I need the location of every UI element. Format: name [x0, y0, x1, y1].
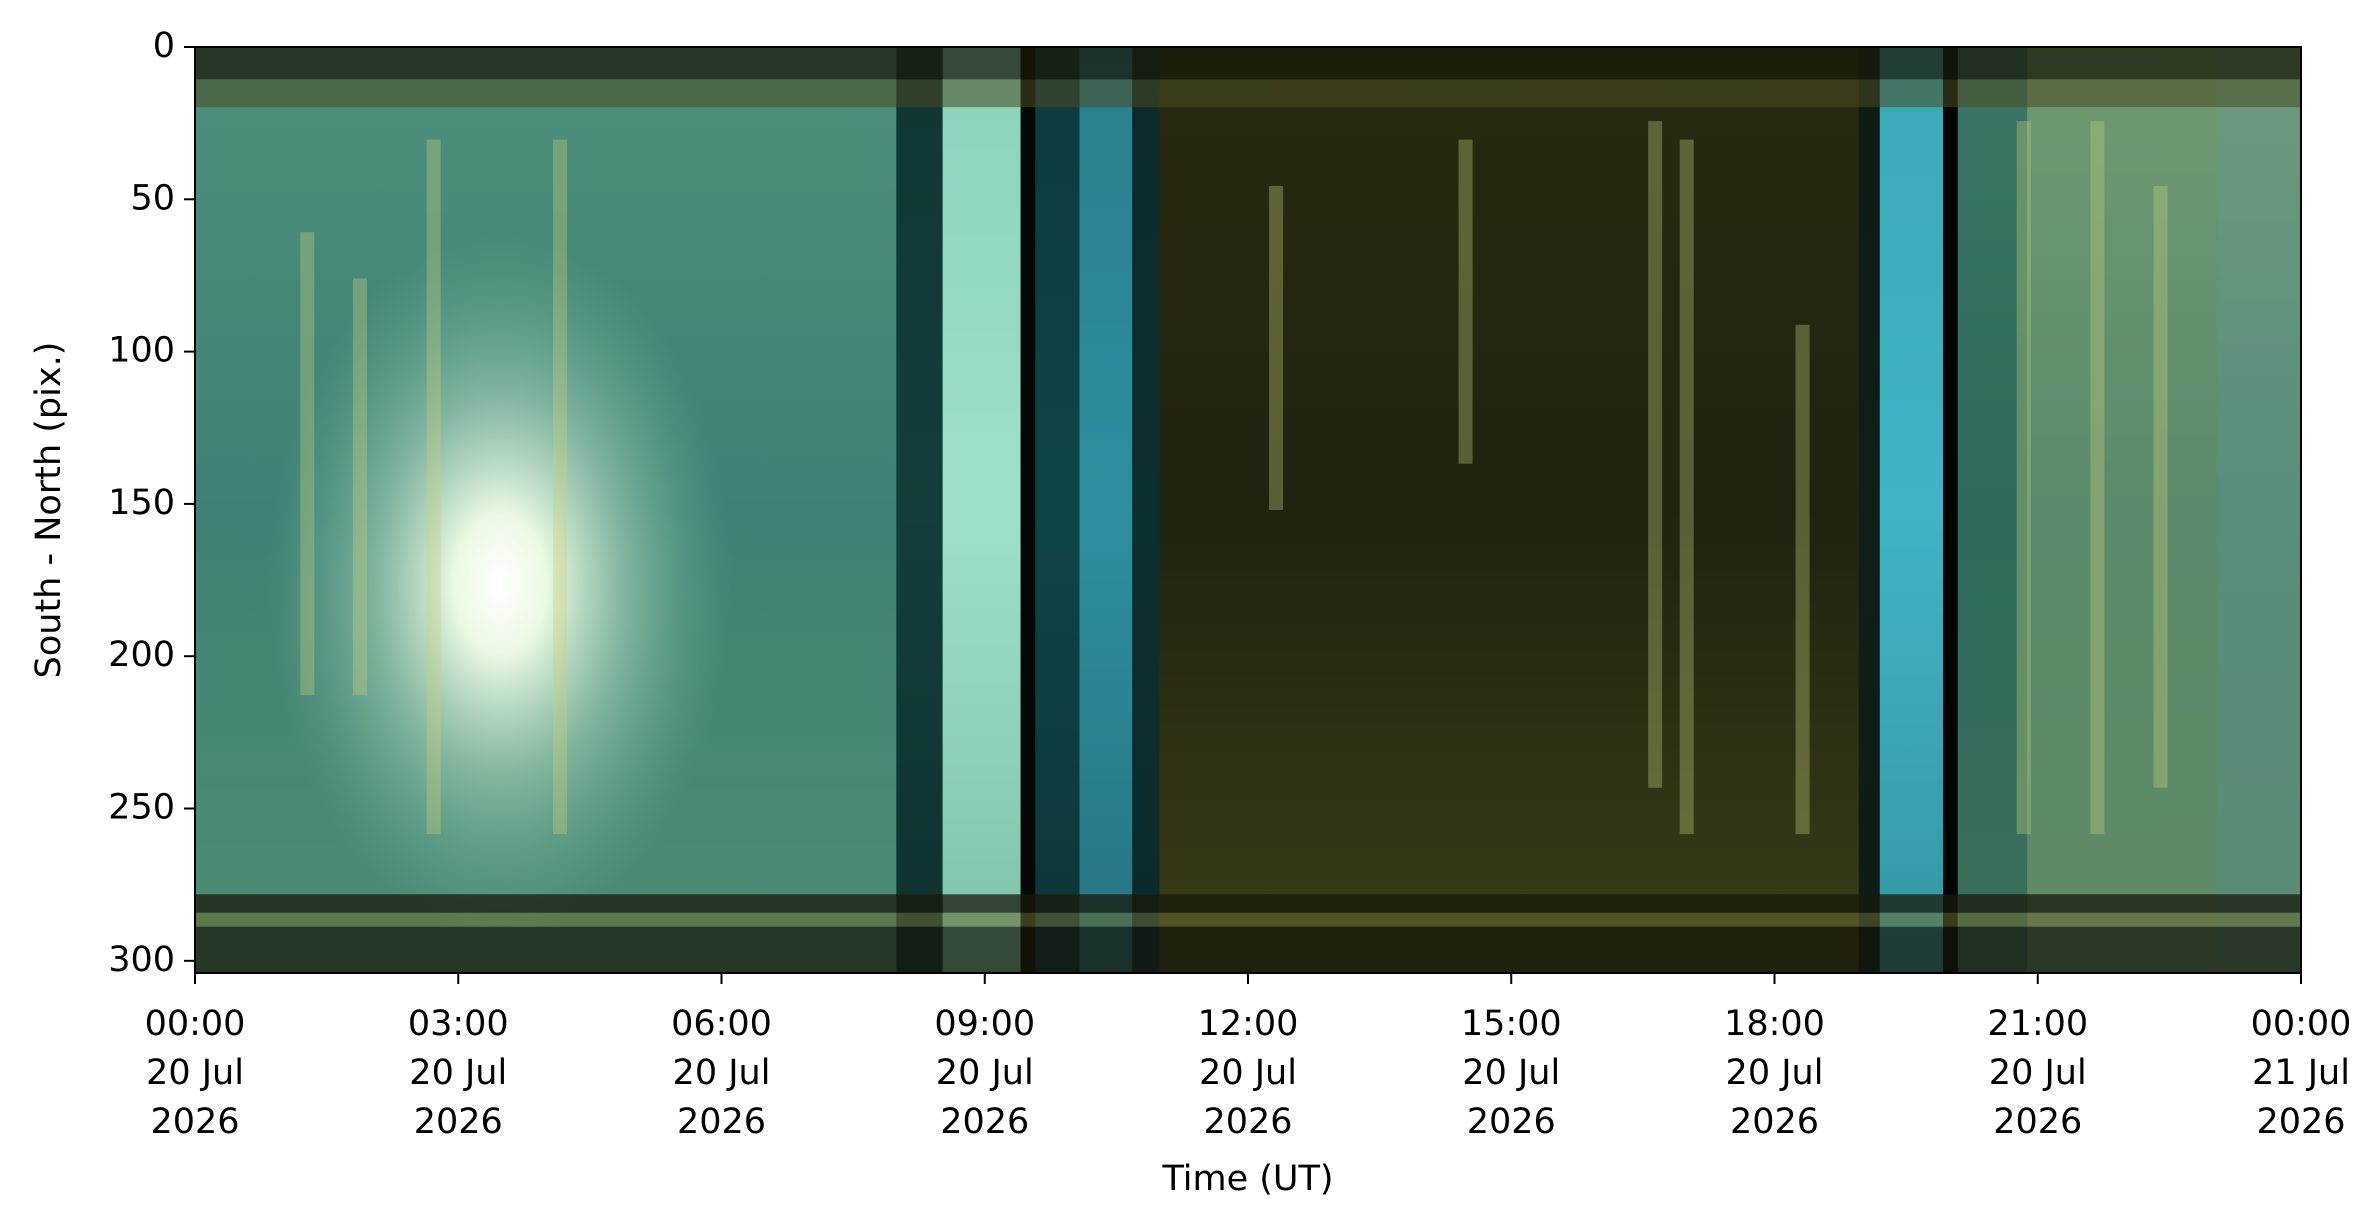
image-band: [2216, 47, 2302, 973]
x-tick-label: 2026: [1730, 1102, 1819, 1142]
image-band: [942, 47, 1022, 973]
image-streak: [426, 139, 441, 835]
x-tick-label: 03:00: [408, 1004, 509, 1044]
x-tick-label: 00:00: [2251, 1004, 2352, 1044]
x-tick-label: 2026: [414, 1102, 503, 1142]
y-tick-label: 50: [130, 178, 175, 218]
image-band: [1035, 47, 1081, 973]
x-tick-label: 2026: [940, 1102, 1029, 1142]
x-tick-label: 2026: [1467, 1102, 1556, 1142]
image-streak: [1679, 139, 1694, 835]
x-tick-label: 2026: [2256, 1102, 2345, 1142]
x-tick-label: 12:00: [1198, 1004, 1299, 1044]
x-tick-label: 00:00: [145, 1004, 246, 1044]
x-tick-label: 20 Jul: [1989, 1053, 2087, 1093]
keogram-image: [195, 47, 2302, 973]
x-tick-label: 20 Jul: [936, 1053, 1034, 1093]
image-band: [2027, 47, 2218, 973]
x-tick-label: 18:00: [1724, 1004, 1825, 1044]
x-tick-label: 2026: [1203, 1102, 1292, 1142]
x-tick-label: 20 Jul: [1726, 1053, 1824, 1093]
image-band: [1159, 47, 1860, 973]
x-tick-label: 20 Jul: [673, 1053, 771, 1093]
y-tick-label: 150: [108, 483, 175, 523]
x-tick-label: 2026: [1993, 1102, 2082, 1142]
image-band: [1132, 47, 1161, 973]
image-band: [1079, 47, 1133, 973]
image-streak: [2090, 121, 2105, 835]
x-tick-label: 15:00: [1461, 1004, 1562, 1044]
image-band: [1020, 47, 1036, 973]
x-tick-label: 20 Jul: [1462, 1053, 1560, 1093]
image-streak: [352, 278, 367, 696]
x-tick-label: 20 Jul: [1199, 1053, 1297, 1093]
y-tick-label: 300: [108, 940, 175, 980]
image-strip: [195, 912, 2301, 927]
image-streak: [1269, 185, 1284, 510]
x-axis-label: Time (UT): [1161, 1159, 1333, 1199]
y-tick-label: 0: [153, 26, 175, 66]
image-streak: [553, 139, 568, 835]
image-streak: [1648, 121, 1663, 788]
image-band: [1858, 47, 1881, 973]
x-tick-label: 06:00: [671, 1004, 772, 1044]
y-axis-label: South - North (pix.): [29, 342, 69, 679]
y-tick-label: 200: [108, 635, 175, 675]
image-band: [896, 47, 944, 973]
image-strip: [195, 79, 2301, 108]
image-band: [1942, 47, 1959, 973]
image-streak: [2153, 185, 2168, 788]
image-strip: [195, 47, 2301, 80]
x-tick-label: 20 Jul: [146, 1053, 244, 1093]
image-band: [1879, 47, 1944, 973]
image-strip: [195, 926, 2301, 973]
image-streak: [300, 232, 315, 696]
image-streak: [1795, 324, 1810, 835]
y-tick-label: 100: [108, 331, 175, 371]
x-tick-label: 2026: [677, 1102, 766, 1142]
y-tick-label: 250: [108, 788, 175, 828]
x-tick-label: 2026: [150, 1102, 239, 1142]
image-glow: [268, 232, 733, 936]
image-streak: [2016, 121, 2031, 835]
x-tick-label: 20 Jul: [409, 1053, 507, 1093]
x-tick-label: 21:00: [1987, 1004, 2088, 1044]
x-tick-label: 21 Jul: [2252, 1053, 2350, 1093]
image-strip: [195, 894, 2301, 913]
image-streak: [1458, 139, 1473, 464]
image-band: [1957, 47, 2028, 973]
x-tick-label: 09:00: [934, 1004, 1035, 1044]
